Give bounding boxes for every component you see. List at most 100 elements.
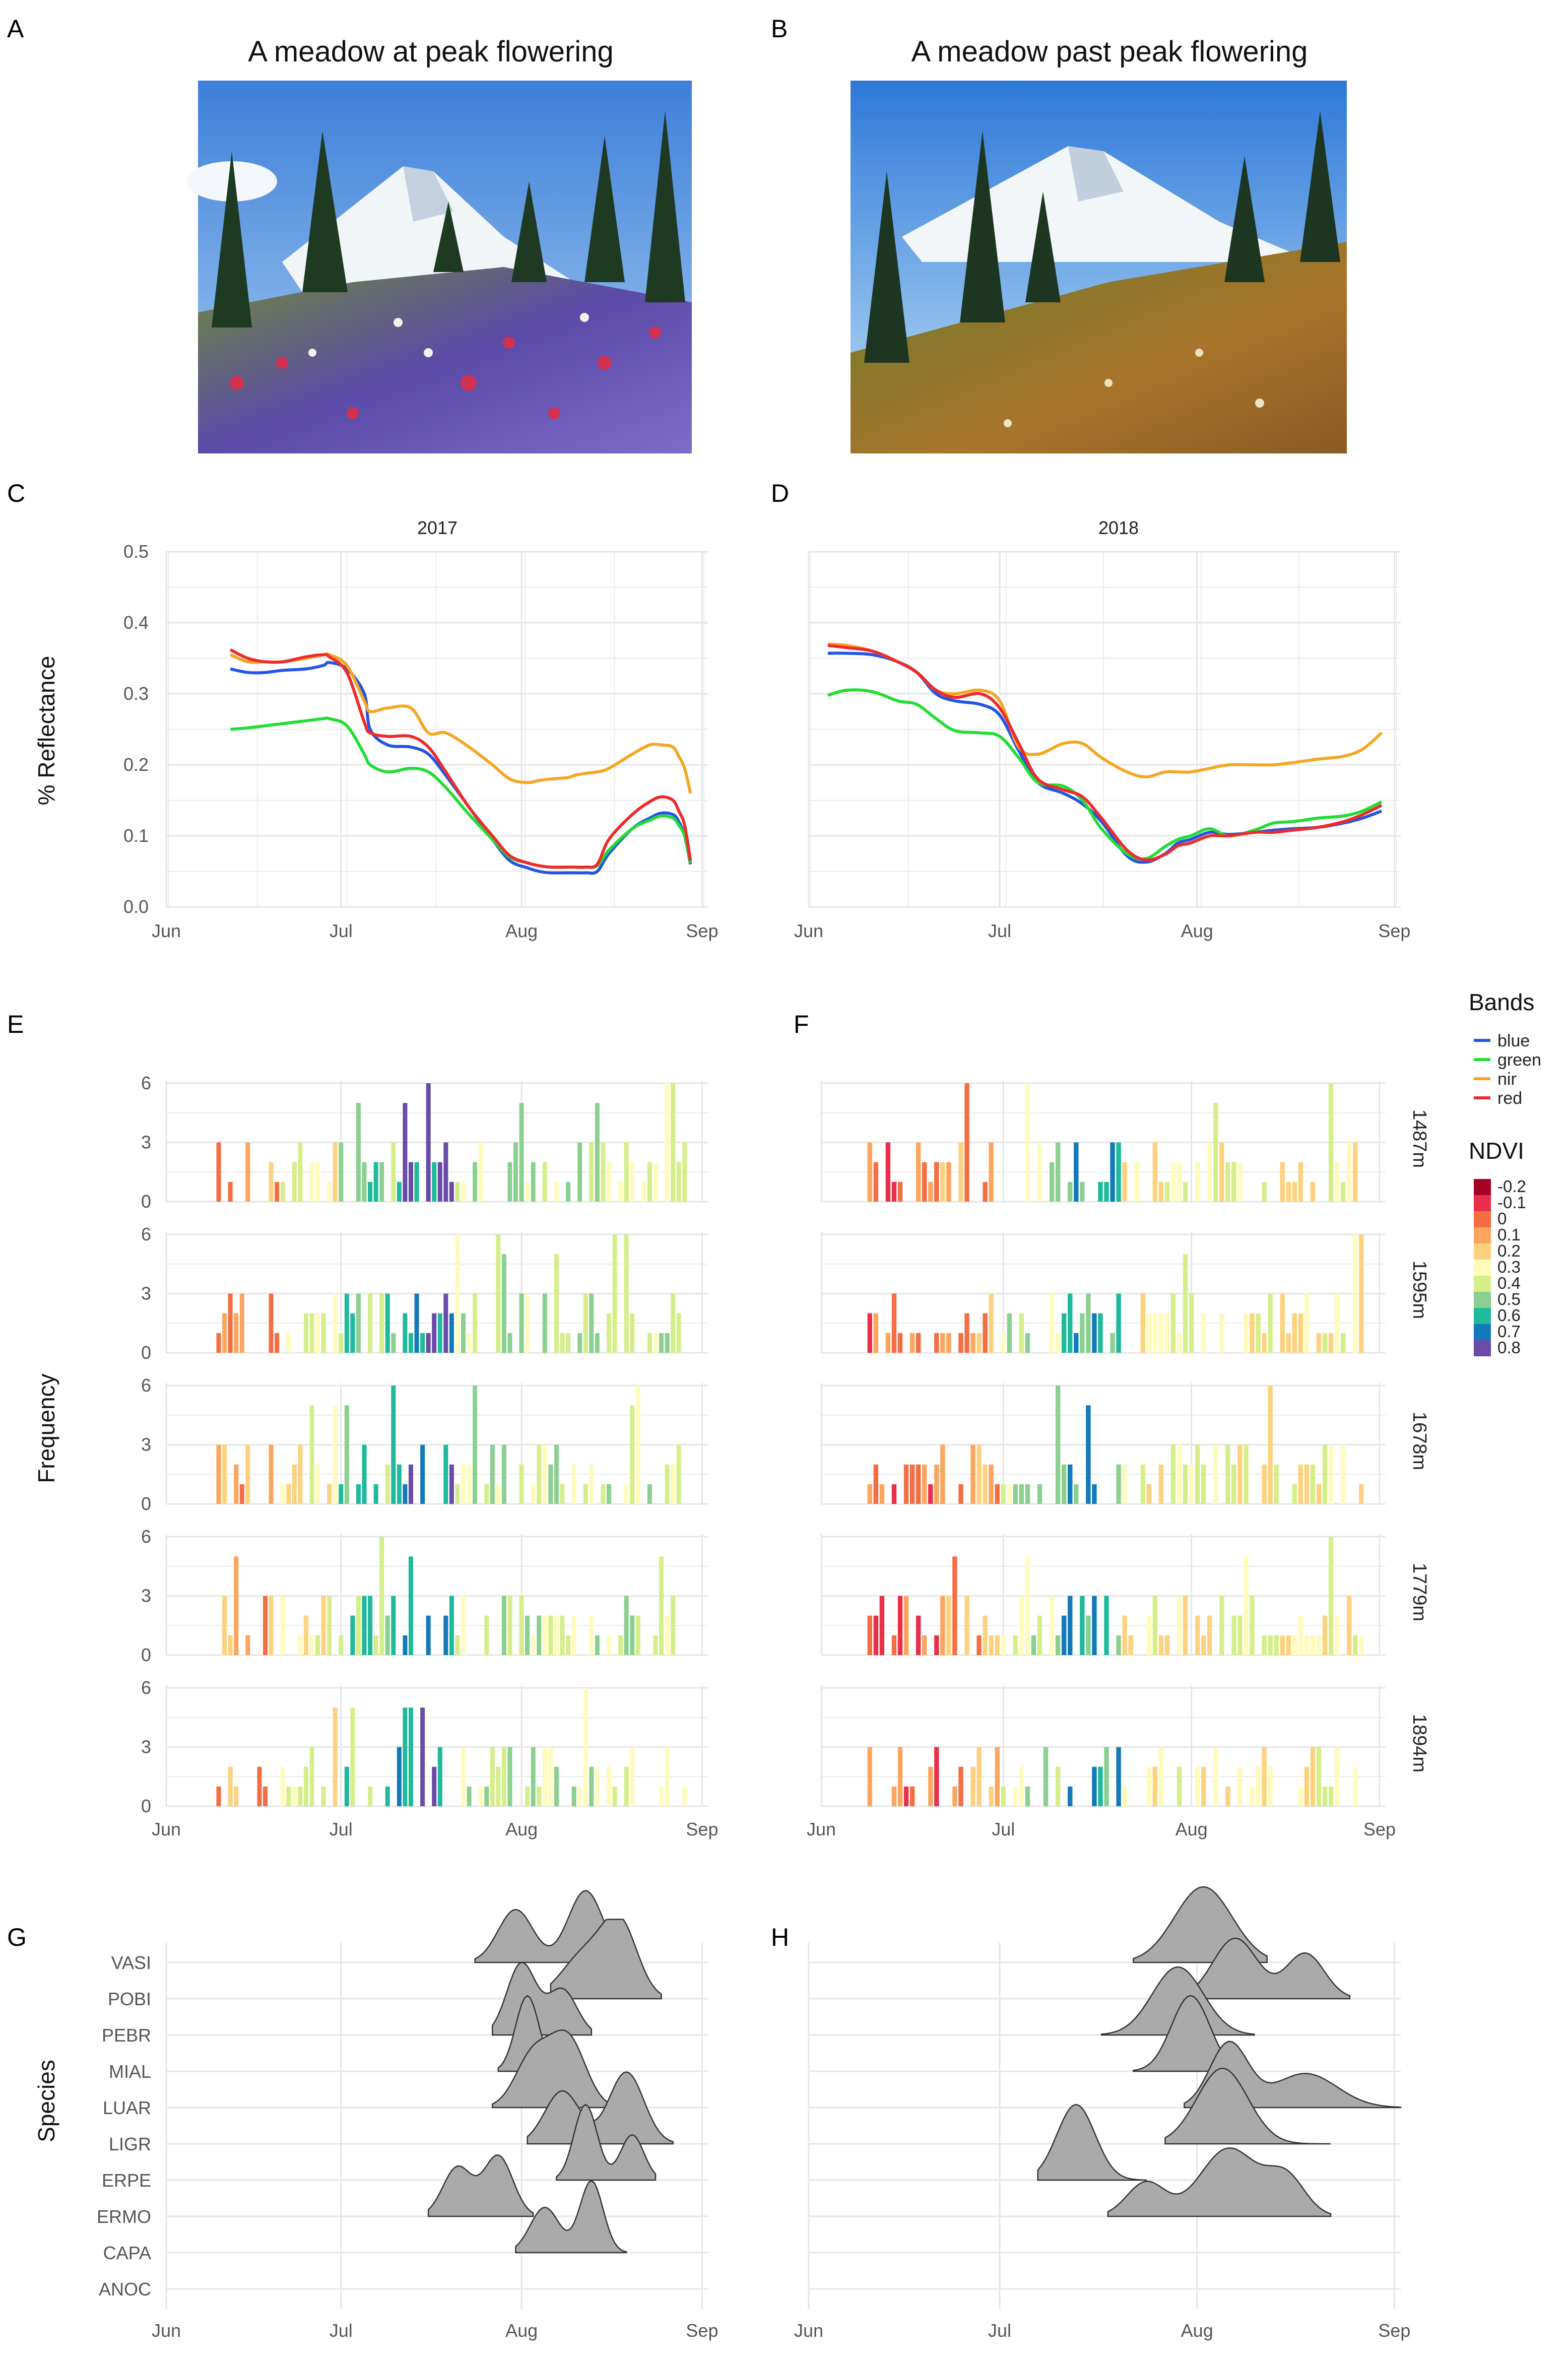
legend-label-ndvi: -0.2 — [1497, 1177, 1526, 1196]
bands-legend-title: Bands — [1469, 989, 1534, 1015]
ndvi-bar — [1104, 1181, 1109, 1202]
ndvi-bar — [234, 1786, 239, 1806]
ndvi-bar — [1031, 1635, 1036, 1655]
ndvi-bar — [350, 1313, 355, 1353]
ndvi-bar — [391, 1386, 396, 1504]
ndvi-bar — [1146, 1615, 1152, 1655]
ndvi-bar — [548, 1747, 553, 1806]
ndvi-bar — [1170, 1162, 1176, 1202]
ndvi-bar — [1219, 1142, 1224, 1202]
ndvi-bar — [928, 1181, 933, 1202]
ndvi-bar — [1086, 1405, 1091, 1504]
ndvi-bar — [1213, 1444, 1218, 1504]
ndvi-bar — [612, 1786, 617, 1806]
ndvi-bar — [1256, 1313, 1261, 1353]
ndvi-bar — [909, 1464, 915, 1504]
ndvi-bar — [1177, 1444, 1182, 1504]
x-tick-label: Sep — [686, 921, 718, 941]
ndvi-bar — [867, 1142, 873, 1202]
y-tick-label: 0.2 — [123, 754, 149, 775]
ndvi-bar — [922, 1162, 927, 1202]
ndvi-bar — [537, 1444, 542, 1504]
ndvi-bar — [1292, 1313, 1297, 1353]
ndvi-bar — [321, 1313, 326, 1353]
ndvi-bar — [432, 1313, 437, 1353]
ndvi-bar — [222, 1313, 227, 1353]
ndvi-bar — [940, 1162, 945, 1202]
ndvi-bar — [1237, 1766, 1243, 1806]
ndvi-bar — [216, 1333, 221, 1353]
panel-label-g: G — [7, 1923, 27, 1951]
ndvi-bar — [1183, 1254, 1188, 1353]
ndvi-bar — [1134, 1162, 1139, 1202]
ndvi-bar — [1019, 1484, 1024, 1504]
ndvi-bar — [403, 1484, 408, 1504]
ndvi-bar — [455, 1181, 460, 1202]
species-label: CAPA — [103, 2243, 151, 2263]
ndvi-bar — [897, 1596, 903, 1655]
ndvi-bar — [350, 1615, 355, 1655]
ndvi-bar — [976, 1333, 982, 1353]
ndvi-bar — [1146, 1313, 1152, 1353]
ndvi-bar — [1189, 1464, 1194, 1504]
ndvi-bar — [1207, 1615, 1212, 1655]
ndvi-bar — [1164, 1181, 1170, 1202]
legend-label-ndvi: 0.3 — [1497, 1258, 1521, 1276]
ndvi-bar — [1341, 1181, 1346, 1202]
ndvi-bar — [976, 1747, 982, 1806]
ndvi-bar — [630, 1162, 635, 1202]
ndvi-bar — [1074, 1142, 1079, 1202]
ndvi-bar — [379, 1537, 384, 1655]
legend-swatch-ndvi — [1474, 1292, 1491, 1308]
ndvi-bar — [432, 1766, 437, 1806]
legend-label-green: green — [1497, 1050, 1541, 1070]
ndvi-bar — [1158, 1313, 1164, 1353]
ndvi-bar — [461, 1747, 466, 1806]
legend-label-red: red — [1497, 1089, 1522, 1108]
ndvi-bar — [344, 1766, 349, 1806]
y-tick-label: 6 — [141, 1073, 151, 1093]
ndvi-bar — [1110, 1333, 1115, 1353]
photo-a-title: A meadow at peak flowering — [248, 35, 613, 68]
ndvi-bar — [659, 1786, 664, 1806]
ndvi-bar — [1195, 1162, 1200, 1202]
ndvi-bar — [1231, 1464, 1236, 1504]
ndvi-bar — [1237, 1444, 1243, 1504]
ndvi-bar — [1055, 1142, 1061, 1202]
ndvi-bar — [934, 1635, 939, 1655]
ndvi-bar — [420, 1333, 425, 1353]
ndvi-bar — [964, 1313, 969, 1353]
x-tick-label: Jul — [988, 921, 1011, 941]
ndvi-bar — [606, 1162, 612, 1202]
ndvi-bar — [589, 1142, 594, 1202]
ndvi-bar — [1328, 1444, 1334, 1504]
ndvi-bar — [554, 1181, 559, 1202]
ndvi-bar — [589, 1293, 594, 1353]
ndvi-bar — [525, 1615, 530, 1655]
ndvi-bar — [1213, 1747, 1218, 1806]
ndvi-bar — [1037, 1142, 1042, 1202]
ndvi-bar — [589, 1464, 594, 1504]
ndvi-bar — [507, 1333, 512, 1353]
ndvi-bar — [275, 1333, 280, 1353]
x-tick-label: Jun — [807, 1819, 836, 1840]
ndvi-bar — [1268, 1386, 1273, 1504]
ndvi-bar — [1092, 1766, 1097, 1806]
ndvi-bar — [263, 1786, 268, 1806]
y-tick-label: 3 — [141, 1283, 151, 1304]
ndvi-bar — [989, 1142, 994, 1202]
ndvi-bar — [542, 1444, 547, 1504]
ndvi-bar — [1068, 1786, 1073, 1806]
ndvi-bar — [1310, 1635, 1316, 1655]
ndvi-bar — [1170, 1293, 1176, 1353]
ndvi-bar — [1341, 1444, 1346, 1504]
ndvi-bar — [490, 1444, 495, 1504]
ndvi-bar — [1146, 1484, 1152, 1504]
ridge-pebr — [492, 1961, 593, 2036]
ndvi-bar — [548, 1464, 553, 1504]
ndvi-bar — [903, 1596, 909, 1655]
ndvi-bar — [1316, 1747, 1322, 1806]
ndvi-bar — [1268, 1766, 1273, 1806]
x-tick-label: Jun — [152, 1819, 181, 1840]
ndvi-bar — [426, 1333, 431, 1353]
